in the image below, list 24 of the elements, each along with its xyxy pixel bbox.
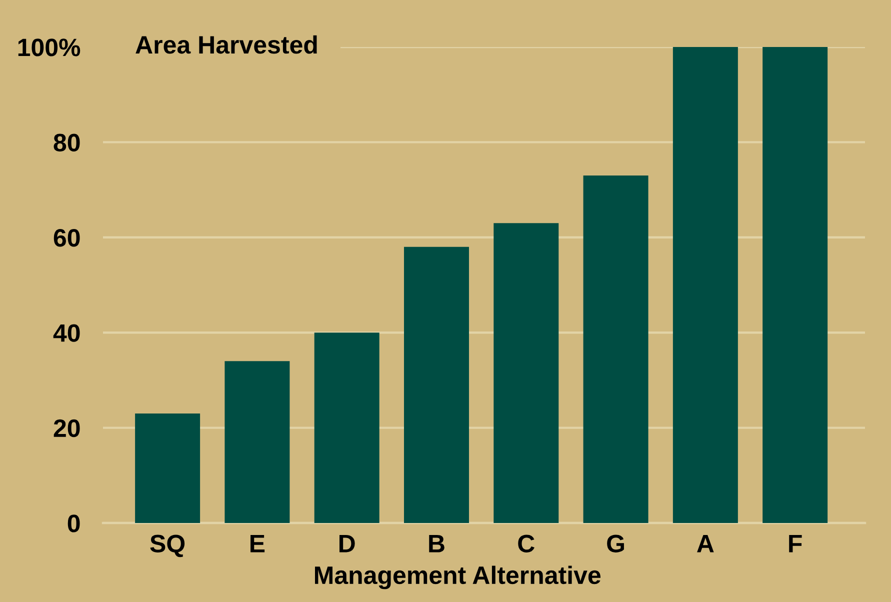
bar [762, 47, 828, 523]
bar [672, 47, 738, 523]
x-axis-title: Management Alternative [315, 566, 600, 590]
x-tick-label: E [250, 535, 265, 552]
x-tick-label: B [429, 535, 444, 552]
bar [135, 414, 200, 523]
bar [224, 361, 290, 523]
x-tick-label: SQ [150, 534, 185, 558]
y-tick-label: 20 [54, 419, 80, 438]
y-tick-label: 40 [53, 324, 80, 342]
bar [494, 223, 559, 523]
bar [314, 332, 380, 523]
x-tick-label: F [789, 535, 802, 552]
chart-title: Area Harvested [136, 35, 317, 54]
x-tick-label: A [697, 535, 714, 552]
y-tick-label: 0 [68, 514, 80, 532]
x-tick-label: C [518, 534, 534, 552]
x-tick-label: G [607, 534, 624, 552]
bar [583, 176, 648, 523]
y-tick-label: 80 [54, 134, 80, 152]
bar [404, 246, 469, 523]
y-tick-label: 100% [18, 38, 80, 56]
y-tick-label: 60 [54, 229, 80, 247]
x-tick-label: D [339, 535, 355, 552]
